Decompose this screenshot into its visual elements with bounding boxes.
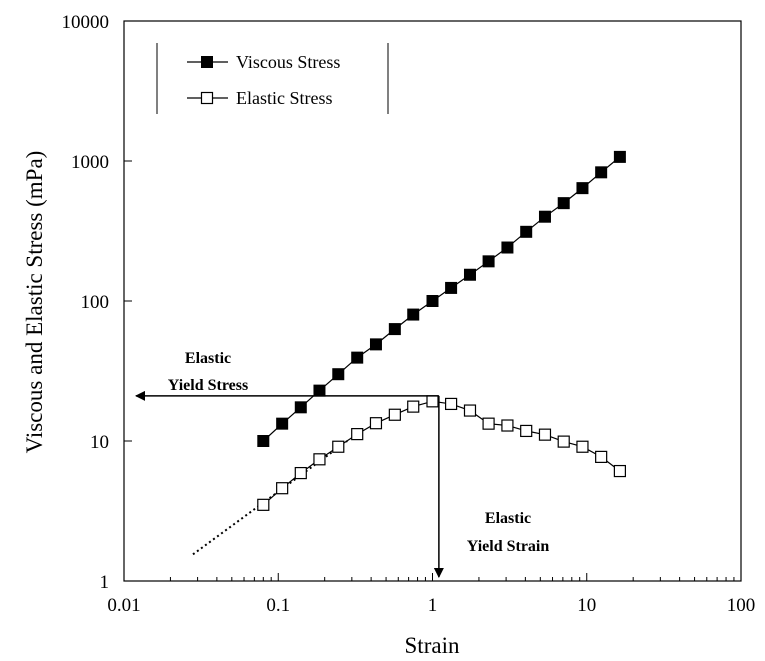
elastic-stress-point <box>426 395 439 408</box>
viscous-stress-point <box>557 197 570 210</box>
x-tick-label: 10 <box>577 595 596 616</box>
elastic-stress-point <box>294 466 307 480</box>
annotation-yield-strain-line1: Elastic <box>485 510 531 527</box>
elastic-stress-point <box>520 424 533 438</box>
viscous-stress-point <box>501 241 514 254</box>
y-tick-label: 10 <box>90 432 109 453</box>
viscous-stress-point <box>576 182 589 195</box>
viscous-stress-point <box>520 225 533 238</box>
elastic-stress-point <box>257 498 270 511</box>
viscous-stress-point <box>595 166 608 179</box>
viscous-stress-point <box>313 384 326 397</box>
legend-viscous-marker <box>201 56 213 68</box>
viscous-stress-point <box>482 255 495 268</box>
elastic-stress-point <box>576 440 589 453</box>
x-tick-label: 100 <box>727 595 756 616</box>
elastic-stress-point <box>332 440 345 453</box>
y-tick-label: 10000 <box>62 12 110 33</box>
elastic-stress-point <box>388 408 401 421</box>
x-axis-title: Strain <box>405 633 460 658</box>
elastic-stress-point <box>444 397 458 411</box>
viscous-stress-point <box>257 435 270 447</box>
x-axis-tick-labels: 0.01 0.1 1 10 100 <box>107 595 755 616</box>
elastic-stress-point <box>351 428 364 441</box>
y-tick-label: 1 <box>100 572 110 593</box>
annotation-arrows <box>135 390 444 578</box>
viscous-stress-point <box>294 401 307 414</box>
y-tick-label: 100 <box>81 292 110 313</box>
elastic-stress-point <box>595 450 608 463</box>
annotation-elastic-yield-stress: Elastic Yield Stress <box>168 350 248 394</box>
y-axis-tick-labels: 1 10 100 1000 10000 <box>62 12 110 593</box>
annotation-yield-stress-line2: Yield Stress <box>168 377 248 394</box>
elastic-stress-point <box>613 464 626 478</box>
legend: Viscous Stress Elastic Stress <box>156 43 389 114</box>
elastic-stress-line <box>262 400 621 506</box>
viscous-stress-point <box>332 368 345 381</box>
x-tick-label: 1 <box>428 595 438 616</box>
viscous-stress-point <box>407 308 420 321</box>
viscous-stress-point <box>445 281 458 294</box>
elastic-stress-point <box>501 419 514 432</box>
elastic-stress-point <box>557 435 570 448</box>
axis-ticks <box>123 20 735 582</box>
annotation-elastic-yield-strain: Elastic Yield Strain <box>467 510 550 555</box>
viscous-stress-point <box>369 338 382 351</box>
y-axis-title: Viscous and Elastic Stress (mPa) <box>22 151 47 454</box>
annotation-yield-strain-line2: Yield Strain <box>467 538 550 555</box>
elastic-stress-point <box>407 400 420 413</box>
legend-elastic-marker <box>200 91 214 105</box>
elastic-stress-point <box>463 404 477 417</box>
elastic-stress-point <box>482 417 495 430</box>
viscous-stress-point <box>613 150 626 163</box>
legend-viscous-label: Viscous Stress <box>236 52 340 72</box>
viscous-stress-point <box>538 210 551 223</box>
elastic-stress-point <box>313 453 326 466</box>
y-tick-label: 1000 <box>71 152 109 173</box>
legend-elastic-label: Elastic Stress <box>236 88 333 108</box>
viscous-stress-point <box>426 295 439 307</box>
elastic-stress-point <box>369 417 383 430</box>
series-layer <box>192 150 626 556</box>
viscous-stress-point <box>388 323 401 336</box>
annotation-yield-stress-line1: Elastic <box>185 350 231 367</box>
elastic-extrapolation-line <box>192 440 348 556</box>
elastic-stress-point <box>276 482 289 495</box>
viscous-stress-point <box>276 417 289 430</box>
x-tick-label: 0.1 <box>266 595 290 616</box>
viscous-stress-point <box>463 268 476 281</box>
elastic-stress-point <box>538 428 552 441</box>
x-tick-label: 0.01 <box>107 595 140 616</box>
viscous-stress-point <box>351 351 364 364</box>
